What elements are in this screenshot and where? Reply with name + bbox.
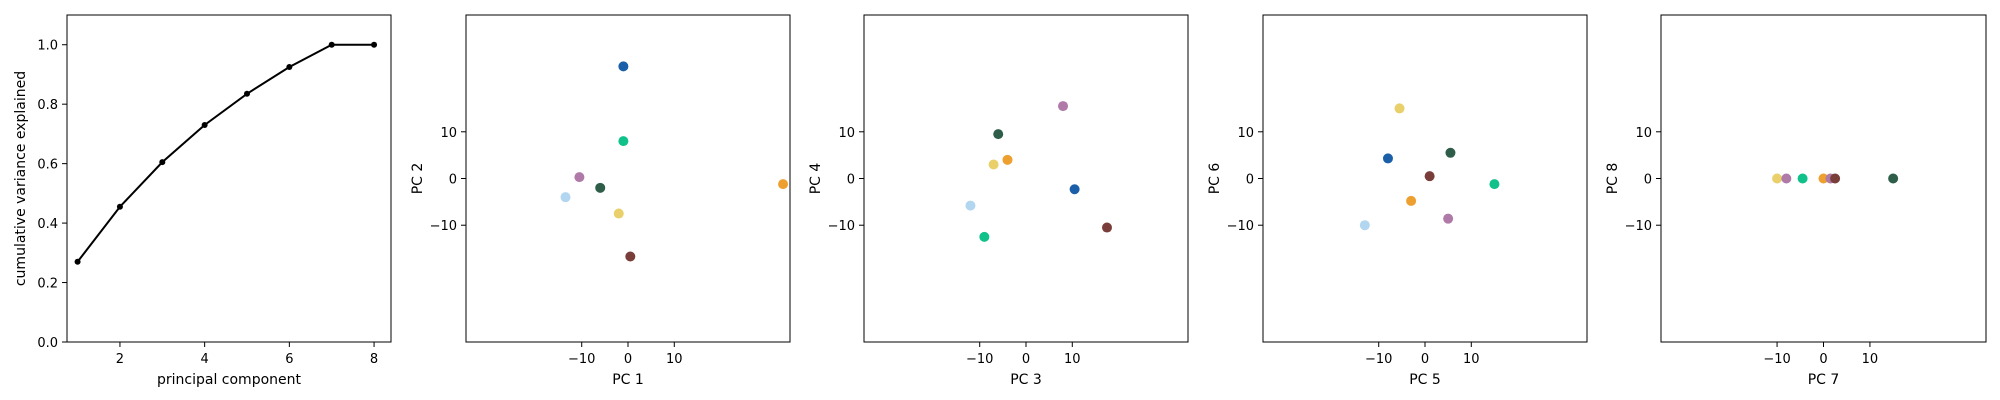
y-tick-label: 0 <box>847 173 855 188</box>
scatter-point <box>1443 213 1454 224</box>
x-tick-label: 8 <box>370 352 378 367</box>
data-point <box>201 121 208 128</box>
scatter-point <box>574 172 585 183</box>
scatter-point <box>1394 103 1405 114</box>
scatter-point <box>1888 173 1899 184</box>
x-tick-label: 10 <box>1064 352 1081 367</box>
y-tick-label: 10 <box>1237 126 1254 141</box>
scatter-point <box>595 182 606 193</box>
x-tick-label: 10 <box>1463 352 1480 367</box>
y-tick-label: 10 <box>1635 126 1652 141</box>
y-axis-title: cumulative variance explained <box>13 71 29 286</box>
y-axis-title: PC 4 <box>808 163 824 195</box>
x-tick-label: 2 <box>116 352 124 367</box>
scatter-point <box>778 179 789 190</box>
data-point <box>74 258 81 265</box>
y-tick-label: 0.4 <box>37 217 58 232</box>
data-point <box>328 41 335 48</box>
scatter-point <box>1797 173 1808 184</box>
x-axis-title: PC 7 <box>1808 372 1840 388</box>
y-tick-label: 10 <box>838 126 855 141</box>
data-point <box>286 64 293 71</box>
scatter-point <box>1818 173 1829 184</box>
y-axis-title: PC 2 <box>410 163 426 195</box>
y-axis-title: PC 8 <box>1605 163 1621 195</box>
scatter-point <box>979 231 990 242</box>
scatter-point <box>1772 173 1783 184</box>
scatter-point <box>1359 220 1370 231</box>
scatter-point <box>1445 147 1456 158</box>
x-axis-title: PC 3 <box>1010 372 1042 388</box>
y-tick-label: 1.0 <box>37 39 58 54</box>
y-tick-label: 0.0 <box>37 336 58 351</box>
y-tick-label: 0 <box>449 173 457 188</box>
scatter-point <box>618 136 629 147</box>
x-tick-label: 0 <box>1421 352 1429 367</box>
scatter-point <box>1406 195 1417 206</box>
scatter-point <box>1830 173 1841 184</box>
axes-frame <box>66 14 392 343</box>
data-point <box>371 41 378 48</box>
data-point <box>116 203 123 210</box>
scatter-point <box>618 61 629 72</box>
x-tick-label: 10 <box>666 352 683 367</box>
x-tick-label: 10 <box>1862 352 1879 367</box>
x-tick-label: 0 <box>1022 352 1030 367</box>
x-tick-label: −10 <box>568 352 595 367</box>
axes-frame <box>465 14 791 343</box>
x-tick-label: 6 <box>285 352 293 367</box>
scatter-point <box>1382 153 1393 164</box>
y-tick-label: −10 <box>828 219 855 234</box>
scatter-point <box>1102 222 1112 233</box>
y-tick-label: 0.6 <box>37 158 58 173</box>
scatter-point <box>993 129 1004 140</box>
series-line <box>76 43 375 263</box>
y-tick-label: 0.8 <box>37 98 58 113</box>
x-tick-label: 0 <box>624 352 632 367</box>
x-tick-label: 4 <box>201 352 209 367</box>
x-axis-title: PC 5 <box>1409 372 1441 388</box>
x-axis-title: principal component <box>157 372 302 388</box>
scatter-point <box>965 200 976 211</box>
panel-3: −10 0 10 −10 0 10 PC 3 PC 4 <box>808 14 1189 388</box>
y-tick-label: 0 <box>1246 173 1254 188</box>
scatter-point <box>1058 101 1069 112</box>
y-tick-label: 0.2 <box>37 277 58 292</box>
y-tick-label: 0 <box>1644 173 1652 188</box>
y-axis-title: PC 6 <box>1207 163 1223 195</box>
x-tick-label: 0 <box>1819 352 1827 367</box>
x-axis-title: PC 1 <box>612 372 644 388</box>
y-tick-label: −10 <box>1227 219 1254 234</box>
scatter-point <box>988 159 999 170</box>
x-tick-label: −10 <box>1365 352 1392 367</box>
y-tick-label: 10 <box>440 126 457 141</box>
scatter-point <box>1489 179 1500 190</box>
x-tick-label: −10 <box>1763 352 1790 367</box>
panel-4: −10 0 10 −10 0 10 PC 5 PC 6 <box>1207 14 1588 388</box>
scatter-point <box>1069 184 1080 195</box>
axes-frame <box>863 14 1189 343</box>
scatter-point <box>613 208 624 219</box>
scatter-point <box>1424 171 1435 182</box>
scatter-point <box>1002 154 1013 165</box>
data-point <box>244 90 250 97</box>
scatter-point <box>560 192 571 203</box>
axes-frame <box>1262 14 1588 343</box>
x-tick-label: −10 <box>966 352 993 367</box>
scatter-point <box>1781 173 1792 184</box>
panel-1: 2 4 6 8 0.0 0.2 0.4 0.6 0.8 1.0 principal componen… <box>13 14 392 388</box>
panel-2: −10 0 10 −10 0 10 PC 1 PC 2 <box>410 14 791 388</box>
scatter-point <box>625 251 636 262</box>
y-tick-label: −10 <box>1625 219 1652 234</box>
y-tick-label: −10 <box>430 219 457 234</box>
data-point <box>159 159 166 166</box>
panel-5: −10 0 10 −10 0 10 PC 7 PC 8 <box>1605 14 1987 388</box>
